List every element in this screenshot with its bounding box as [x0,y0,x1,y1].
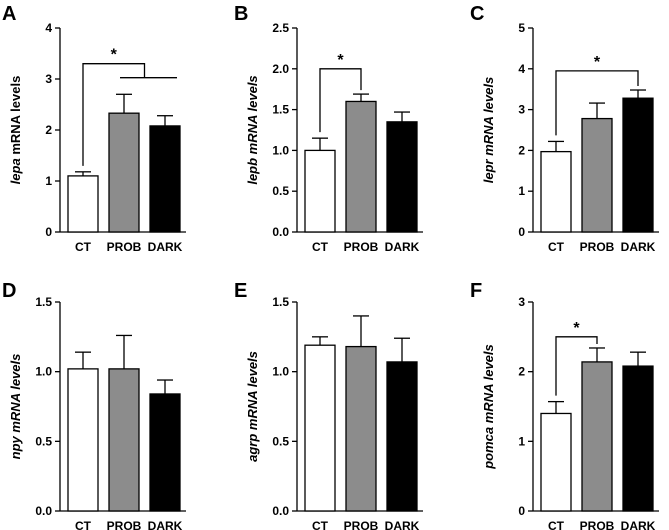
y-tick-label: 4 [45,21,52,35]
panel-letter: C [470,3,484,25]
category-label: DARK [148,519,183,530]
category-label: DARK [385,519,420,530]
bar-prob [345,345,377,512]
y-tick-label: 2 [45,123,52,137]
bar-ct [67,368,99,512]
category-label: CT [548,519,565,530]
bar-prob [581,117,613,233]
bar-ct [67,175,99,233]
bar-ct [540,412,572,512]
bar-dark [386,361,418,512]
y-tick-label: 1.5 [272,295,289,309]
y-axis-label-gene: lepb mRNA levels [245,75,260,184]
bar-prob [345,100,377,233]
category-label: CT [548,240,565,254]
panel-letter: E [234,280,247,302]
y-tick-label: 5 [518,21,525,35]
y-tick-label: 3 [518,103,525,117]
y-tick-label: 1 [518,184,525,198]
y-tick-label: 4 [518,62,525,76]
y-tick-label: 0.0 [272,225,289,239]
category-label: DARK [621,240,656,254]
panel-letter: A [2,3,16,25]
y-tick-label: 0.0 [272,504,289,518]
y-tick-label: 0 [518,504,525,518]
significance-star: * [337,52,344,69]
significance-bracket [555,336,598,396]
y-axis-label-unit: mRNA levels [8,76,23,159]
y-tick-label: 0.0 [35,504,52,518]
y-axis-label: agrp mRNA levels [245,351,260,462]
y-axis-label-gene: agrp mRNA levels [245,351,260,462]
bar-dark [622,365,654,512]
y-tick-label: 0 [518,225,525,239]
significance-star: * [111,47,118,64]
significance-bracket [82,63,146,166]
y-tick-label: 1 [518,434,525,448]
category-label: PROB [344,240,379,254]
bar-ct [540,150,572,233]
category-label: CT [312,519,329,530]
category-label: DARK [621,519,656,530]
y-axis-label: lepb mRNA levels [245,75,260,184]
y-tick-label: 2.5 [272,21,289,35]
y-tick-label: 2 [518,365,525,379]
y-axis-label-gene: lepr mRNA levels [481,77,496,183]
significance-bracket [555,70,639,136]
bar-dark [386,121,418,233]
bar-dark [149,125,181,233]
y-axis-label-gene: npy mRNA levels [8,354,23,460]
category-label: CT [75,240,92,254]
bar-dark [622,97,654,233]
bar-ct [304,344,336,512]
y-tick-label: 3 [518,295,525,309]
y-tick-label: 1.5 [35,295,52,309]
category-label: PROB [107,240,142,254]
category-label: DARK [385,240,420,254]
category-label: PROB [107,519,142,530]
y-tick-label: 2 [518,143,525,157]
panel-letter: D [2,280,16,302]
y-axis-label: lepr mRNA levels [481,77,496,183]
category-label: DARK [148,240,183,254]
y-tick-label: 3 [45,72,52,86]
panel-letter: F [470,280,482,302]
category-label: CT [75,519,92,530]
y-tick-label: 0.5 [272,184,289,198]
bar-prob [108,112,140,233]
significance-star: * [594,54,601,71]
bar-prob [581,361,613,512]
y-tick-label: 0 [45,225,52,239]
significance-bracket [319,68,362,133]
y-tick-label: 0.5 [35,434,52,448]
y-axis-label-gene: lepa [8,158,23,184]
y-tick-label: 2.0 [272,62,289,76]
y-axis-label: npy mRNA levels [8,354,23,460]
y-axis-label-gene: pomca mRNA levels [481,344,496,470]
bar-dark [149,393,181,512]
y-tick-label: 1 [45,174,52,188]
y-tick-label: 0.5 [272,434,289,448]
y-axis-label: pomca mRNA levels [481,344,496,470]
category-label: CT [312,240,329,254]
category-label: PROB [580,519,615,530]
y-tick-label: 1.0 [272,365,289,379]
significance-star: * [573,320,580,337]
category-label: PROB [580,240,615,254]
bar-prob [108,368,140,512]
category-label: PROB [344,519,379,530]
y-tick-label: 1.0 [272,143,289,157]
bar-ct [304,149,336,233]
y-axis-label: lepa mRNA levels [8,76,23,185]
y-tick-label: 1.0 [35,365,52,379]
panel-letter: B [234,3,248,25]
y-tick-label: 1.5 [272,103,289,117]
